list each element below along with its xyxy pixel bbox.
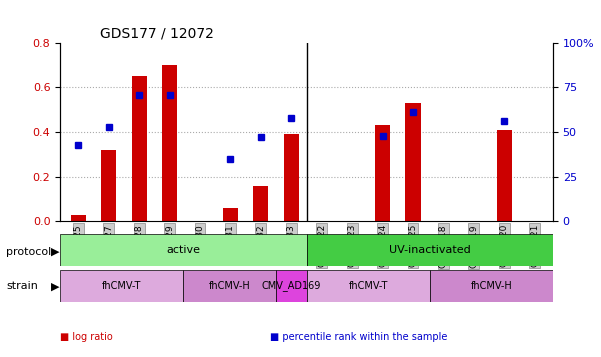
Text: UV-inactivated: UV-inactivated [389,245,471,255]
Text: ▶: ▶ [51,247,59,257]
Bar [71,215,86,221]
Bar [406,103,421,221]
Text: ■ percentile rank within the sample: ■ percentile rank within the sample [270,332,448,342]
FancyBboxPatch shape [307,234,553,266]
Text: ■ log ratio: ■ log ratio [60,332,113,342]
Text: protocol: protocol [6,247,51,257]
Text: CMV_AD169: CMV_AD169 [261,280,321,291]
Text: strain: strain [6,281,38,291]
FancyBboxPatch shape [276,270,307,302]
Text: fhCMV-T: fhCMV-T [102,281,141,291]
FancyBboxPatch shape [307,270,430,302]
FancyBboxPatch shape [183,270,276,302]
Bar [253,186,269,221]
Text: active: active [166,245,200,255]
Bar [375,125,390,221]
Bar [496,130,512,221]
Bar [162,65,177,221]
Bar [101,150,117,221]
Text: GDS177 / 12072: GDS177 / 12072 [100,26,213,40]
Bar [284,134,299,221]
FancyBboxPatch shape [430,270,553,302]
FancyBboxPatch shape [60,270,183,302]
Text: fhCMV-H: fhCMV-H [209,281,251,291]
FancyBboxPatch shape [60,234,307,266]
Text: fhCMV-T: fhCMV-T [349,281,388,291]
Text: ▶: ▶ [51,281,59,291]
Bar [132,76,147,221]
Bar [223,208,238,221]
Text: fhCMV-H: fhCMV-H [471,281,512,291]
